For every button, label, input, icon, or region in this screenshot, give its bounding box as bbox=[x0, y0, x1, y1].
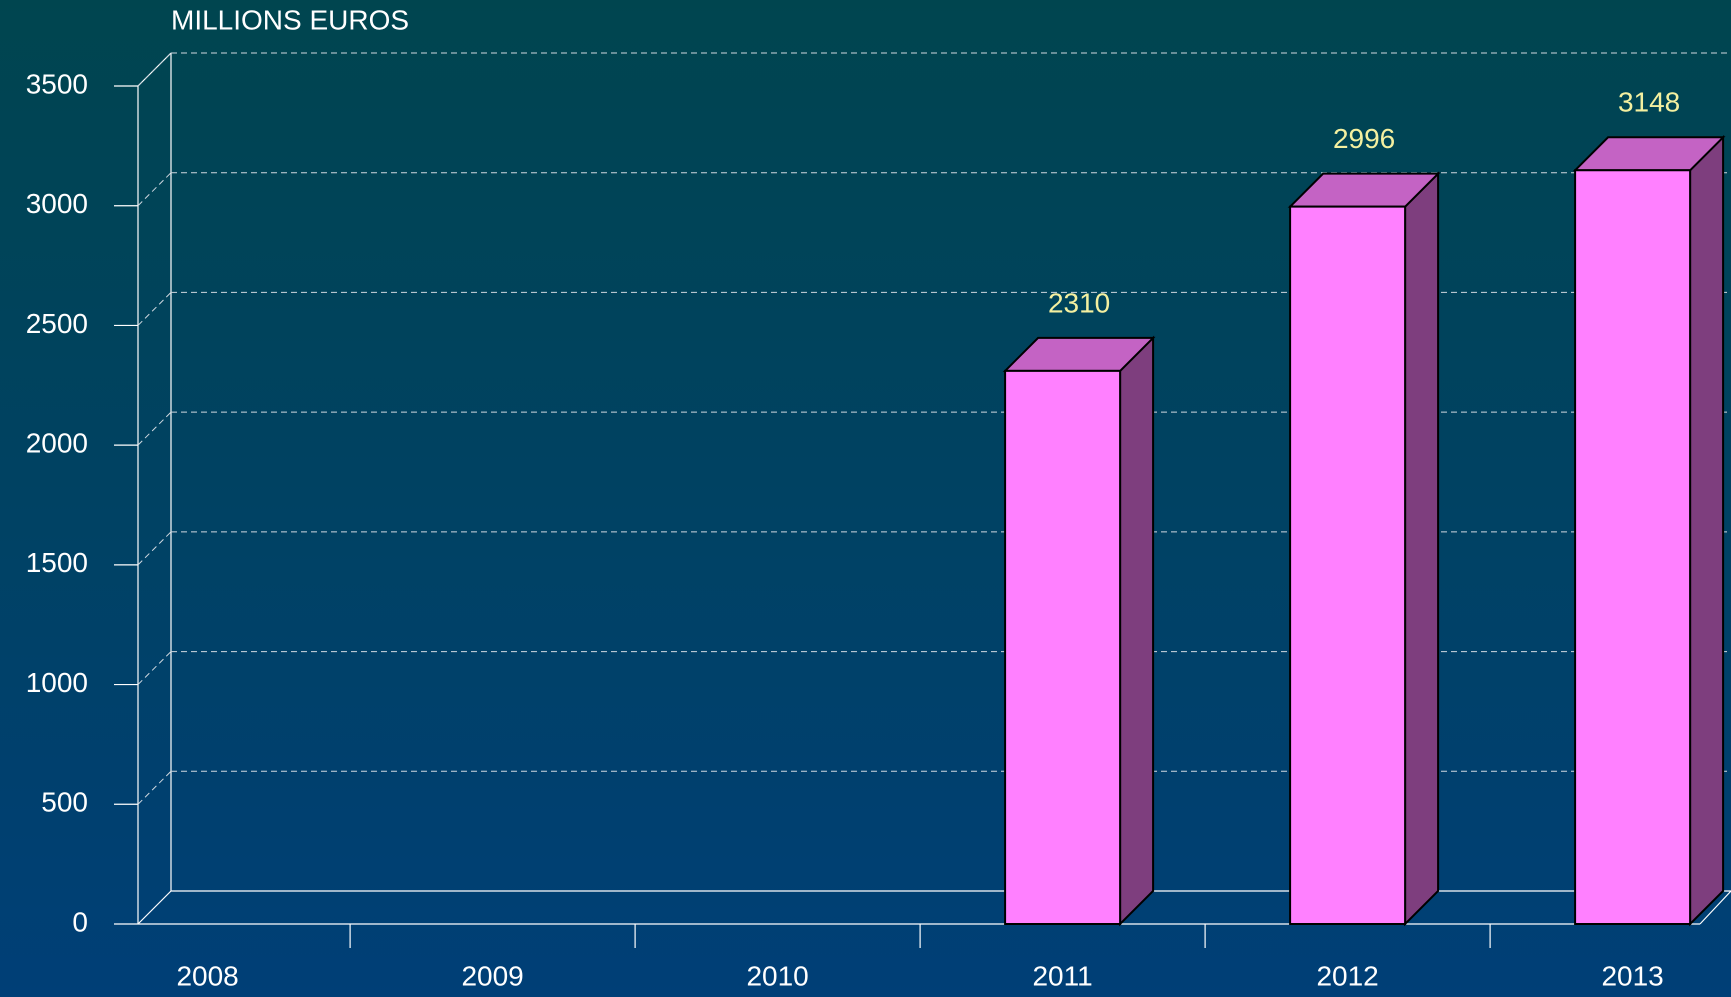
x-tick-label: 2010 bbox=[746, 960, 808, 991]
chart-title: MILLIONS EUROS bbox=[171, 4, 409, 35]
grid-line bbox=[137, 770, 172, 805]
bar-side bbox=[1119, 335, 1155, 927]
value-label: 3148 bbox=[1618, 87, 1680, 118]
bar bbox=[1572, 134, 1726, 927]
value-label: 2996 bbox=[1333, 123, 1395, 154]
x-tick-label: 2009 bbox=[461, 960, 523, 991]
x-tick-label: 2013 bbox=[1601, 960, 1663, 991]
value-label: 2310 bbox=[1048, 287, 1110, 318]
bar bbox=[1287, 171, 1441, 927]
y-tick-label: 2000 bbox=[26, 428, 88, 459]
grid-line bbox=[137, 531, 172, 566]
y-tick-label: 2500 bbox=[26, 308, 88, 339]
bar-side bbox=[1689, 134, 1725, 927]
grid-line bbox=[137, 411, 172, 446]
bar-front bbox=[1574, 169, 1692, 925]
floor-edge bbox=[1699, 890, 1731, 925]
bar-side bbox=[1404, 171, 1440, 927]
y-tick-label: 0 bbox=[72, 906, 88, 937]
grid-line bbox=[137, 292, 172, 326]
x-tick-label: 2012 bbox=[1316, 960, 1378, 991]
grid-line bbox=[137, 52, 172, 87]
grid-line bbox=[137, 172, 172, 207]
y-tick-label: 3500 bbox=[26, 68, 88, 99]
floor-edge bbox=[137, 890, 172, 925]
bar bbox=[1002, 335, 1156, 927]
y-tick-label: 3000 bbox=[26, 188, 88, 219]
x-tick-label: 2008 bbox=[176, 960, 238, 991]
y-tick-label: 1500 bbox=[26, 547, 88, 578]
y-tick-label: 500 bbox=[41, 787, 88, 818]
y-tick-label: 1000 bbox=[26, 667, 88, 698]
bar-front bbox=[1289, 205, 1407, 925]
grid-line bbox=[137, 651, 172, 685]
x-tick-label: 2011 bbox=[1032, 960, 1092, 991]
bar-front bbox=[1004, 369, 1122, 925]
